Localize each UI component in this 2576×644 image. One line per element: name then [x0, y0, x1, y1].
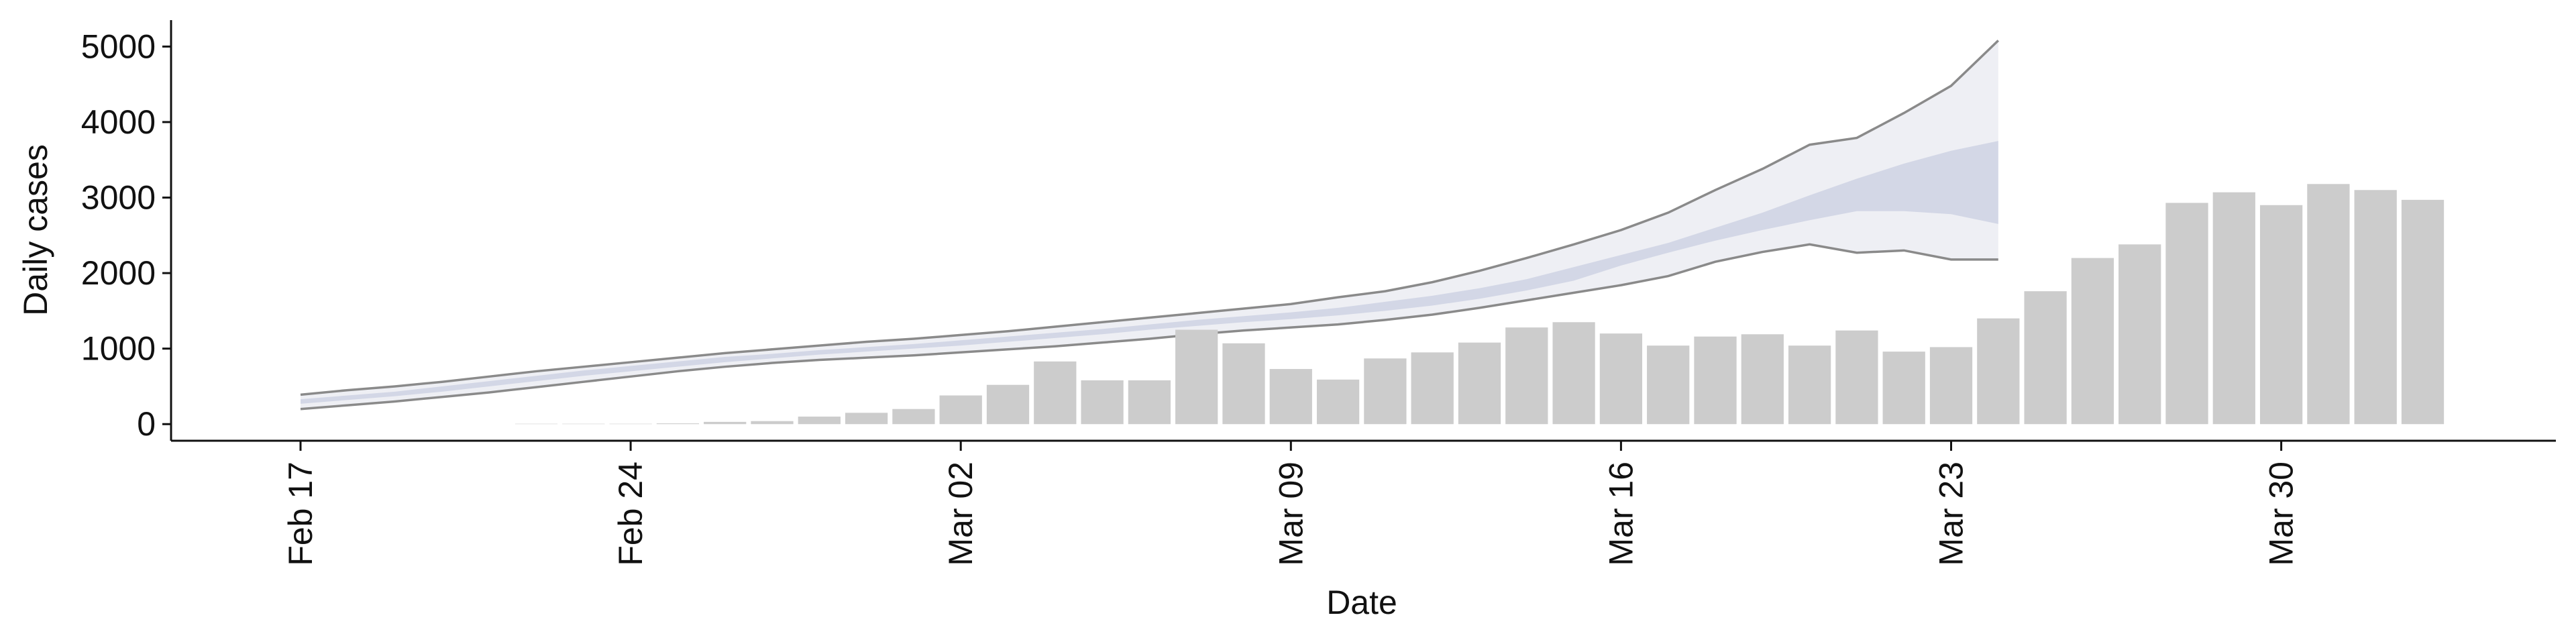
- bar: [1835, 330, 1878, 425]
- band-line: [300, 40, 2000, 396]
- bar: [515, 423, 558, 425]
- x-tick-label: Feb 17: [282, 462, 319, 566]
- y-tick-label: 0: [137, 405, 156, 443]
- bar: [2071, 258, 2114, 425]
- bar: [798, 416, 841, 425]
- bar: [1081, 380, 1124, 425]
- bar: [1741, 334, 1784, 425]
- bar: [1929, 347, 1973, 425]
- band-line: [300, 243, 1998, 411]
- x-axis-title: Date: [1326, 584, 1397, 621]
- band-area: [301, 40, 1998, 409]
- bar: [1034, 361, 1077, 425]
- bar: [704, 421, 747, 425]
- x-tick-label: Mar 23: [1933, 462, 1970, 566]
- bar: [1694, 336, 1737, 425]
- bar: [1552, 322, 1595, 425]
- y-tick-label: 3000: [81, 179, 156, 217]
- bar: [2401, 199, 2445, 425]
- bar: [609, 423, 652, 425]
- bar: [1222, 343, 1265, 425]
- x-tick-label: Mar 02: [942, 462, 979, 566]
- bar: [1505, 327, 1548, 425]
- bar: [2259, 205, 2303, 425]
- y-tick-label: 4000: [81, 103, 156, 141]
- bar: [2212, 192, 2255, 425]
- y-axis-title: Daily cases: [17, 144, 54, 316]
- bar: [1977, 318, 2020, 425]
- x-tick-label: Mar 30: [2263, 462, 2300, 566]
- bar: [751, 421, 794, 425]
- bar: [2307, 184, 2350, 425]
- bar: [562, 423, 605, 425]
- bar: [1364, 358, 1407, 425]
- bar: [1599, 333, 1643, 425]
- y-tick-label: 2000: [81, 254, 156, 292]
- bar: [1647, 345, 1690, 425]
- bar: [2024, 291, 2067, 425]
- bar: [2354, 190, 2397, 425]
- bar: [939, 395, 982, 425]
- bar: [1788, 345, 1831, 425]
- bar: [892, 409, 935, 425]
- bar: [1128, 380, 1171, 425]
- y-tick-label: 5000: [81, 28, 156, 65]
- bar: [2118, 244, 2161, 425]
- bar: [845, 413, 888, 425]
- x-tick-label: Mar 09: [1272, 462, 1309, 566]
- plot-area: [300, 40, 2445, 425]
- y-tick-label: 1000: [81, 330, 156, 368]
- bar: [1882, 352, 1925, 425]
- bar: [986, 384, 1030, 425]
- bar: [1175, 329, 1218, 425]
- bar: [1458, 342, 1501, 425]
- x-tick-label: Feb 24: [612, 462, 649, 566]
- bar: [2165, 203, 2208, 425]
- bar: [1316, 379, 1360, 425]
- bar: [656, 423, 700, 425]
- x-tick-label: Mar 16: [1602, 462, 1640, 566]
- bar: [1411, 352, 1454, 425]
- bar: [1269, 369, 1312, 425]
